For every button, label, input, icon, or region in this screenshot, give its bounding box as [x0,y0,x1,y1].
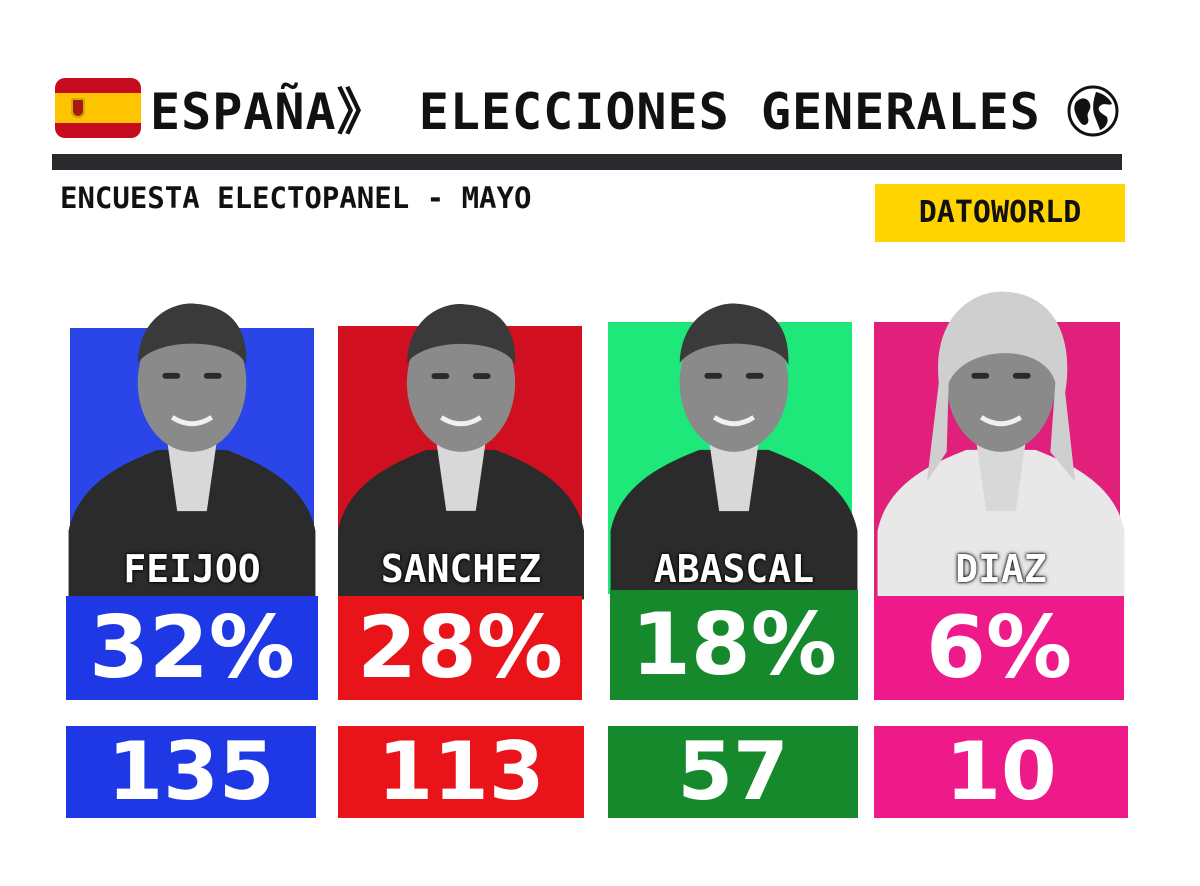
candidate-card-abascal: ABASCAL 18% 57 [608,0,860,886]
candidate-photo-sanchez [338,304,584,600]
seat-count-diaz: 10 [874,726,1128,818]
candidate-name-abascal: ABASCAL [653,547,815,591]
poll-subtitle: ENCUESTA ELECTOPANEL - MAYO [60,181,532,215]
globe-icon [1067,85,1119,137]
candidate-photo-abascal [610,303,858,600]
vote-share-diaz: 6% [874,596,1124,700]
candidate-card-sanchez: SANCHEZ 28% 113 [338,0,584,886]
page-title: ESPAÑA》 ELECCIONES GENERALES [150,83,1041,141]
vote-share-abascal: 18% [610,590,858,700]
vote-share-feijoo: 32% [66,596,318,700]
title-divider [52,154,1122,170]
candidate-name-diaz: DIAZ [955,547,1047,591]
seat-count-feijoo: 135 [66,726,316,818]
header: ESPAÑA》 ELECCIONES GENERALES ENCUESTA EL… [0,0,1200,260]
seat-count-abascal: 57 [608,726,858,818]
seat-count-sanchez: 113 [338,726,584,818]
candidate-photo-feijoo [68,303,316,600]
candidate-photo-diaz [877,291,1125,600]
candidate-card-feijoo: FEIJOO 32% 135 [66,0,318,886]
candidate-name-feijoo: FEIJOO [123,547,261,591]
vote-share-sanchez: 28% [338,596,582,700]
spain-flag-icon [55,78,141,138]
candidate-name-sanchez: SANCHEZ [380,547,542,591]
candidate-card-diaz: DIAZ 6% 10 [872,0,1130,886]
source-badge: DATOWORLD [875,184,1125,242]
